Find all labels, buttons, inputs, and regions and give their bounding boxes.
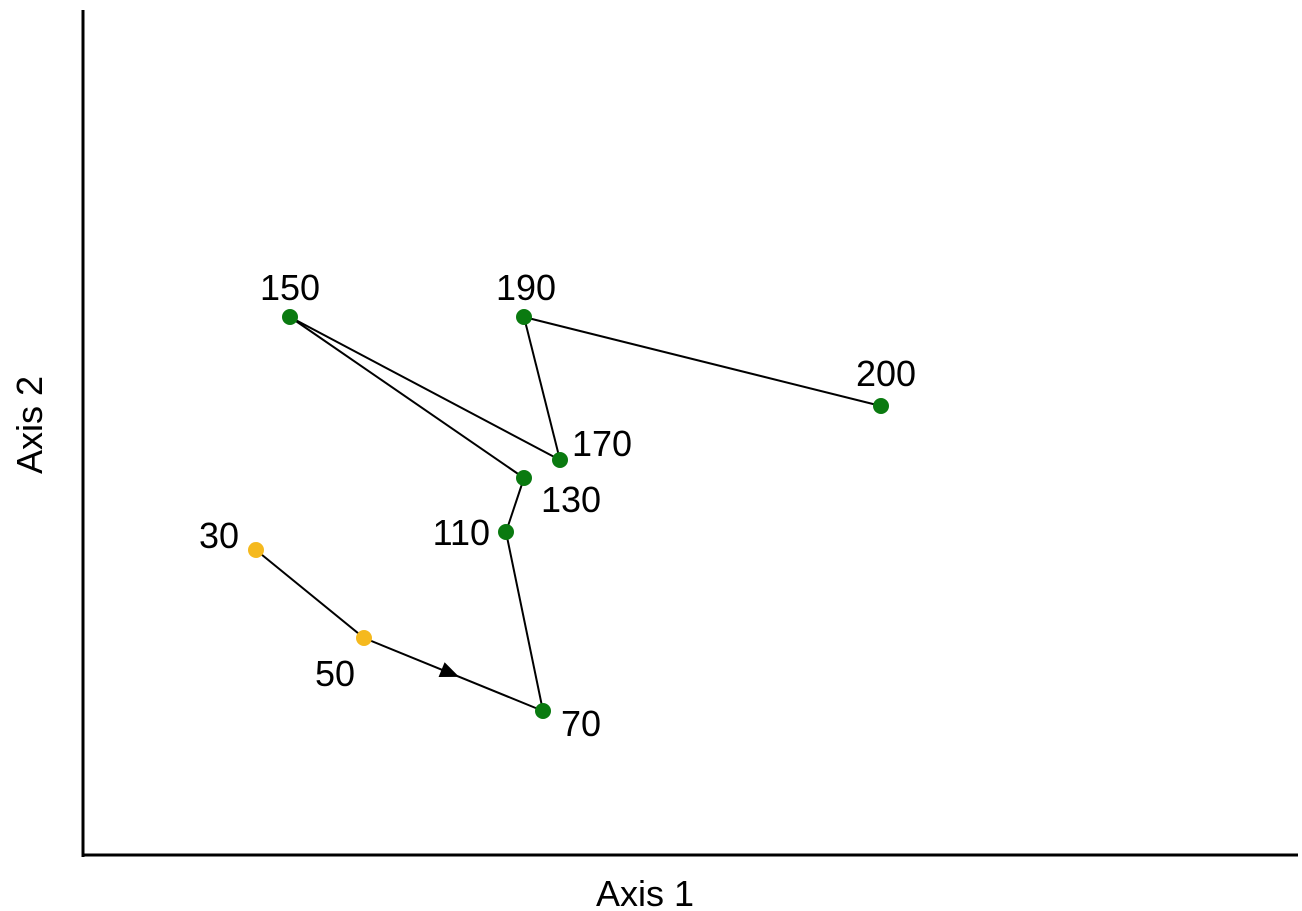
x-axis-label: Axis 1: [596, 873, 694, 911]
data-point-150: [282, 309, 298, 325]
data-point-70: [535, 703, 551, 719]
data-point-110: [498, 524, 514, 540]
segment-170-190: [523, 316, 561, 461]
point-label-190: 190: [496, 267, 556, 308]
point-label-110: 110: [433, 512, 490, 553]
data-point-50: [356, 630, 372, 646]
data-point-30: [248, 542, 264, 558]
point-label-150: 150: [260, 267, 320, 308]
segment-150-170: [289, 316, 561, 461]
data-point-170: [552, 452, 568, 468]
data-point-130: [516, 470, 532, 486]
segment-130-150: [289, 316, 525, 479]
segment-190-200: [523, 316, 882, 407]
point-label-70: 70: [561, 703, 601, 744]
data-point-200: [873, 398, 889, 414]
segment-110-130: [505, 477, 525, 533]
point-labels: 30 50 70 110 130 150 170 190 200: [199, 267, 916, 744]
segment-70-110: [505, 531, 544, 712]
direction-arrow-50-70: [438, 662, 460, 678]
segment-30-50: [255, 549, 365, 639]
data-point-190: [516, 309, 532, 325]
point-label-50: 50: [315, 653, 355, 694]
trajectory-arrows: [438, 662, 460, 678]
point-label-200: 200: [856, 353, 916, 394]
point-label-130: 130: [541, 479, 601, 520]
axes: [81, 10, 1298, 857]
point-label-30: 30: [199, 515, 239, 556]
data-points: [248, 309, 889, 719]
trajectory-segments: [255, 316, 882, 712]
point-label-170: 170: [572, 423, 632, 464]
y-axis-label: Axis 2: [9, 376, 50, 474]
